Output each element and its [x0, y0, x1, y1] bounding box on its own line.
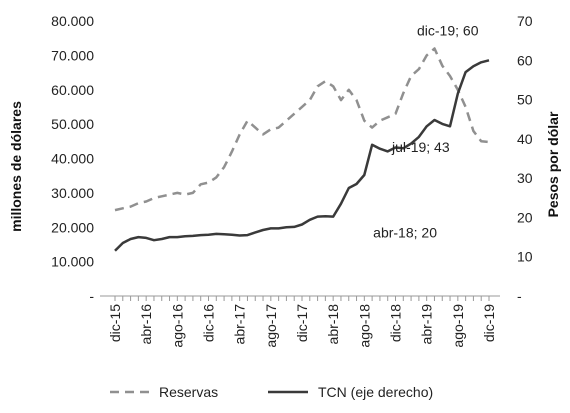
x-tick-label: ago-19 — [450, 304, 466, 348]
legend-label-tcn: TCN (eje derecho) — [318, 384, 433, 400]
x-tick-label: dic-18 — [388, 304, 404, 342]
y-right-tick-label: 50 — [517, 92, 533, 108]
x-tick-label: ago-16 — [169, 304, 185, 348]
x-tick-label: dic-19 — [481, 304, 497, 342]
x-tick-label: abr-16 — [138, 304, 154, 345]
y-left-tick-label: 10.000 — [51, 254, 94, 270]
y-right-axis-title: Pesos por dólar — [545, 111, 561, 217]
y-right-tick-label: 40 — [517, 131, 533, 147]
y-left-tick-label: 50.000 — [51, 116, 94, 132]
y-right-tick-label: 20 — [517, 209, 533, 225]
data-annotation: abr-18; 20 — [373, 224, 437, 240]
y-left-tick-label: 80.000 — [51, 13, 94, 29]
annotations-group: dic-19; 60 jul-19; 43 abr-18; 20 — [373, 22, 479, 240]
data-annotation: dic-19; 60 — [417, 22, 479, 38]
y-left-tick-label: 30.000 — [51, 185, 94, 201]
series-group — [114, 47, 490, 252]
y-left-tick-label: 40.000 — [51, 151, 94, 167]
y-right-tick-label: 10 — [517, 249, 533, 265]
y-right-tick-label: 70 — [517, 13, 533, 29]
x-tick-label: dic-16 — [201, 304, 217, 342]
series-line-tcn — [114, 59, 490, 252]
legend-group: Reservas TCN (eje derecho) — [110, 384, 433, 400]
y-left-tick-label: 70.000 — [51, 47, 94, 63]
y-right-tick-label: 30 — [517, 170, 533, 186]
x-tick-label: dic-15 — [107, 304, 123, 342]
x-tick-label: abr-18 — [325, 304, 341, 345]
series-line-reservas — [114, 47, 490, 212]
y-left-axis-title: millones de dólares — [8, 101, 24, 232]
x-tick-label: abr-19 — [419, 304, 435, 345]
x-tick-label: ago-18 — [356, 304, 372, 348]
y-right-tick-label: - — [517, 288, 522, 304]
y-right-tick-label: 60 — [517, 52, 533, 68]
y-left-tick-label: 20.000 — [51, 219, 94, 235]
y-left-tick-label: 60.000 — [51, 82, 94, 98]
data-annotation: jul-19; 43 — [391, 139, 450, 155]
legend-label-reservas: Reservas — [159, 384, 218, 400]
axes-group: dic-15 abr-16 ago-16 dic-16 abr-17 ago-17 dic-… — [8, 13, 561, 348]
y-left-tick-label: - — [89, 288, 94, 304]
x-tick-label: abr-17 — [232, 304, 248, 345]
x-tick-label: dic-17 — [294, 304, 310, 342]
x-tick-label: ago-17 — [263, 304, 279, 348]
